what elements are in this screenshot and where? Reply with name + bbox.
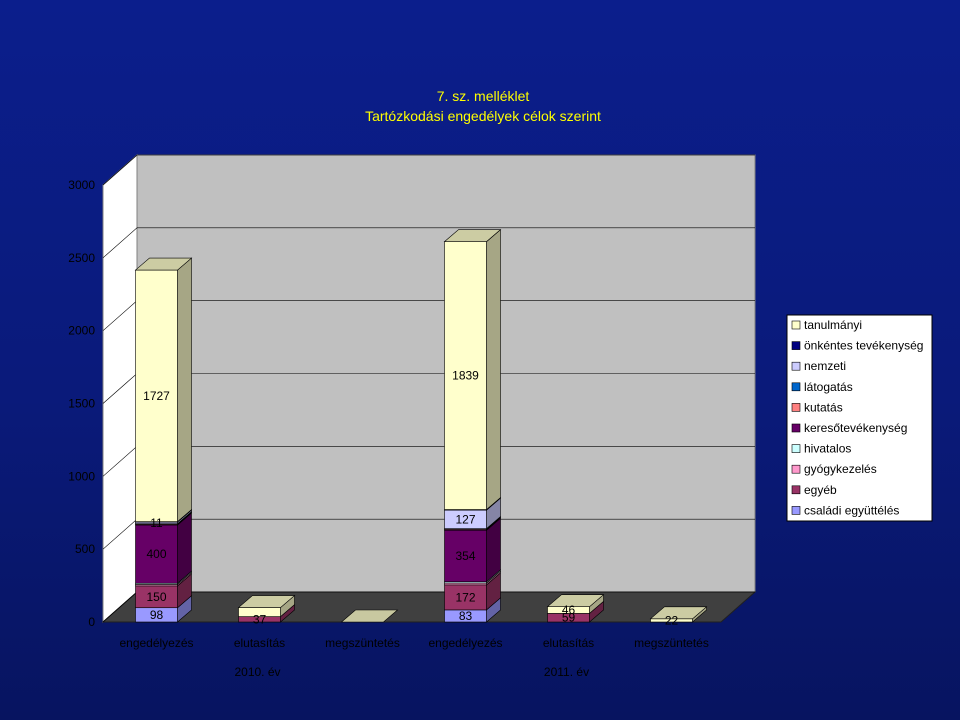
x-category-label: elutasítás (543, 636, 594, 650)
bar-top (546, 594, 605, 608)
legend-swatch (791, 382, 801, 392)
data-label: 11 (150, 516, 163, 530)
x-category-label: engedélyezés (119, 636, 193, 650)
data-label: 354 (455, 549, 475, 563)
legend-item: látogatás (791, 380, 853, 394)
chart-title-line1: 7. sz. melléklet (437, 88, 530, 104)
x-category-label: engedélyezés (428, 636, 502, 650)
legend-item: önkéntes tevékenység (791, 339, 923, 353)
legend-item: hivatalos (791, 442, 851, 456)
legend-swatch (791, 341, 801, 350)
legend-item: kutatás (791, 400, 843, 414)
data-label: 400 (146, 547, 166, 561)
legend-swatch (791, 444, 801, 453)
bar-top (340, 609, 399, 623)
data-label: 1839 (452, 369, 479, 383)
legend-label: önkéntes tevékenység (804, 339, 923, 353)
legend-item: gyógykezelés (791, 462, 877, 476)
data-label: 98 (150, 608, 164, 622)
legend-swatch (791, 464, 801, 474)
bar-top (237, 595, 296, 608)
y-tick-label: 2500 (68, 251, 95, 265)
legend-label: keresőtevékenység (804, 421, 907, 435)
plot-walls (101, 153, 757, 624)
y-axis-ticks: 0 500 1000 1500 2000 2500 3000 (68, 178, 95, 629)
data-label: 172 (455, 590, 475, 604)
data-label: 127 (455, 512, 475, 526)
data-label: 59 (562, 611, 576, 625)
y-tick-label: 1000 (68, 469, 95, 483)
data-label: 37 (253, 612, 267, 626)
legend-swatch (791, 403, 801, 412)
bar-segment (135, 257, 192, 523)
legend-swatch (791, 485, 801, 495)
bar-segment (650, 606, 707, 623)
legend-swatch (791, 361, 801, 371)
legend-item: egyéb (791, 483, 837, 497)
legend-box (786, 314, 933, 522)
legend-item: családi együttélés (791, 503, 899, 517)
legend-item: nemzeti (791, 359, 846, 373)
legend-label: egyéb (804, 483, 837, 497)
y-tick-label: 0 (88, 615, 95, 629)
legend-swatch (791, 506, 801, 515)
legend-label: családi együttélés (804, 503, 899, 517)
legend-swatch (791, 320, 801, 330)
y-tick-label: 2000 (68, 324, 95, 338)
x-category-label: megszüntetés (325, 636, 400, 650)
bar-segment (444, 517, 501, 583)
legend-label: gyógykezelés (804, 462, 877, 476)
bar-top (134, 257, 193, 271)
legend-label: hivatalos (804, 442, 851, 456)
gridline (102, 227, 755, 259)
legend-swatch (791, 423, 801, 433)
data-label: 46 (562, 603, 576, 617)
bar-top (443, 229, 502, 242)
legend: tanulmányi önkéntes tevékenység nemzeti lát… (786, 314, 933, 522)
data-label: 1727 (143, 389, 170, 403)
bar-segment (444, 229, 501, 511)
data-label: 83 (459, 609, 473, 623)
bar-segment (444, 497, 501, 530)
data-label: 22 (665, 613, 679, 627)
legend-label: nemzeti (804, 359, 846, 373)
bar-top (649, 606, 708, 620)
legend-label: kutatás (804, 400, 843, 414)
x-category-label: elutasítás (234, 636, 285, 650)
x-category-label: megszüntetés (634, 636, 709, 650)
x-axis-groups: 2010. év 2011. év (234, 665, 589, 679)
legend-label: látogatás (804, 380, 853, 394)
x-group-label: 2011. év (544, 665, 589, 679)
y-tick-label: 3000 (68, 178, 95, 192)
bar-stacks (134, 229, 708, 623)
x-axis-categories: engedélyezés elutasítás megszüntetés engedé… (119, 636, 708, 650)
y-tick-label: 1500 (68, 397, 95, 411)
legend-item: keresőtevékenység (791, 421, 907, 435)
chart-title-line2: Tartózkodási engedélyek célok szerint (365, 108, 601, 124)
gridline (102, 154, 755, 186)
y-tick-label: 500 (75, 542, 95, 556)
legend-item: tanulmányi (791, 318, 862, 332)
x-group-label: 2010. év (234, 665, 280, 679)
legend-label: tanulmányi (804, 318, 862, 332)
data-label: 150 (146, 590, 166, 604)
bar-segment (547, 594, 604, 615)
